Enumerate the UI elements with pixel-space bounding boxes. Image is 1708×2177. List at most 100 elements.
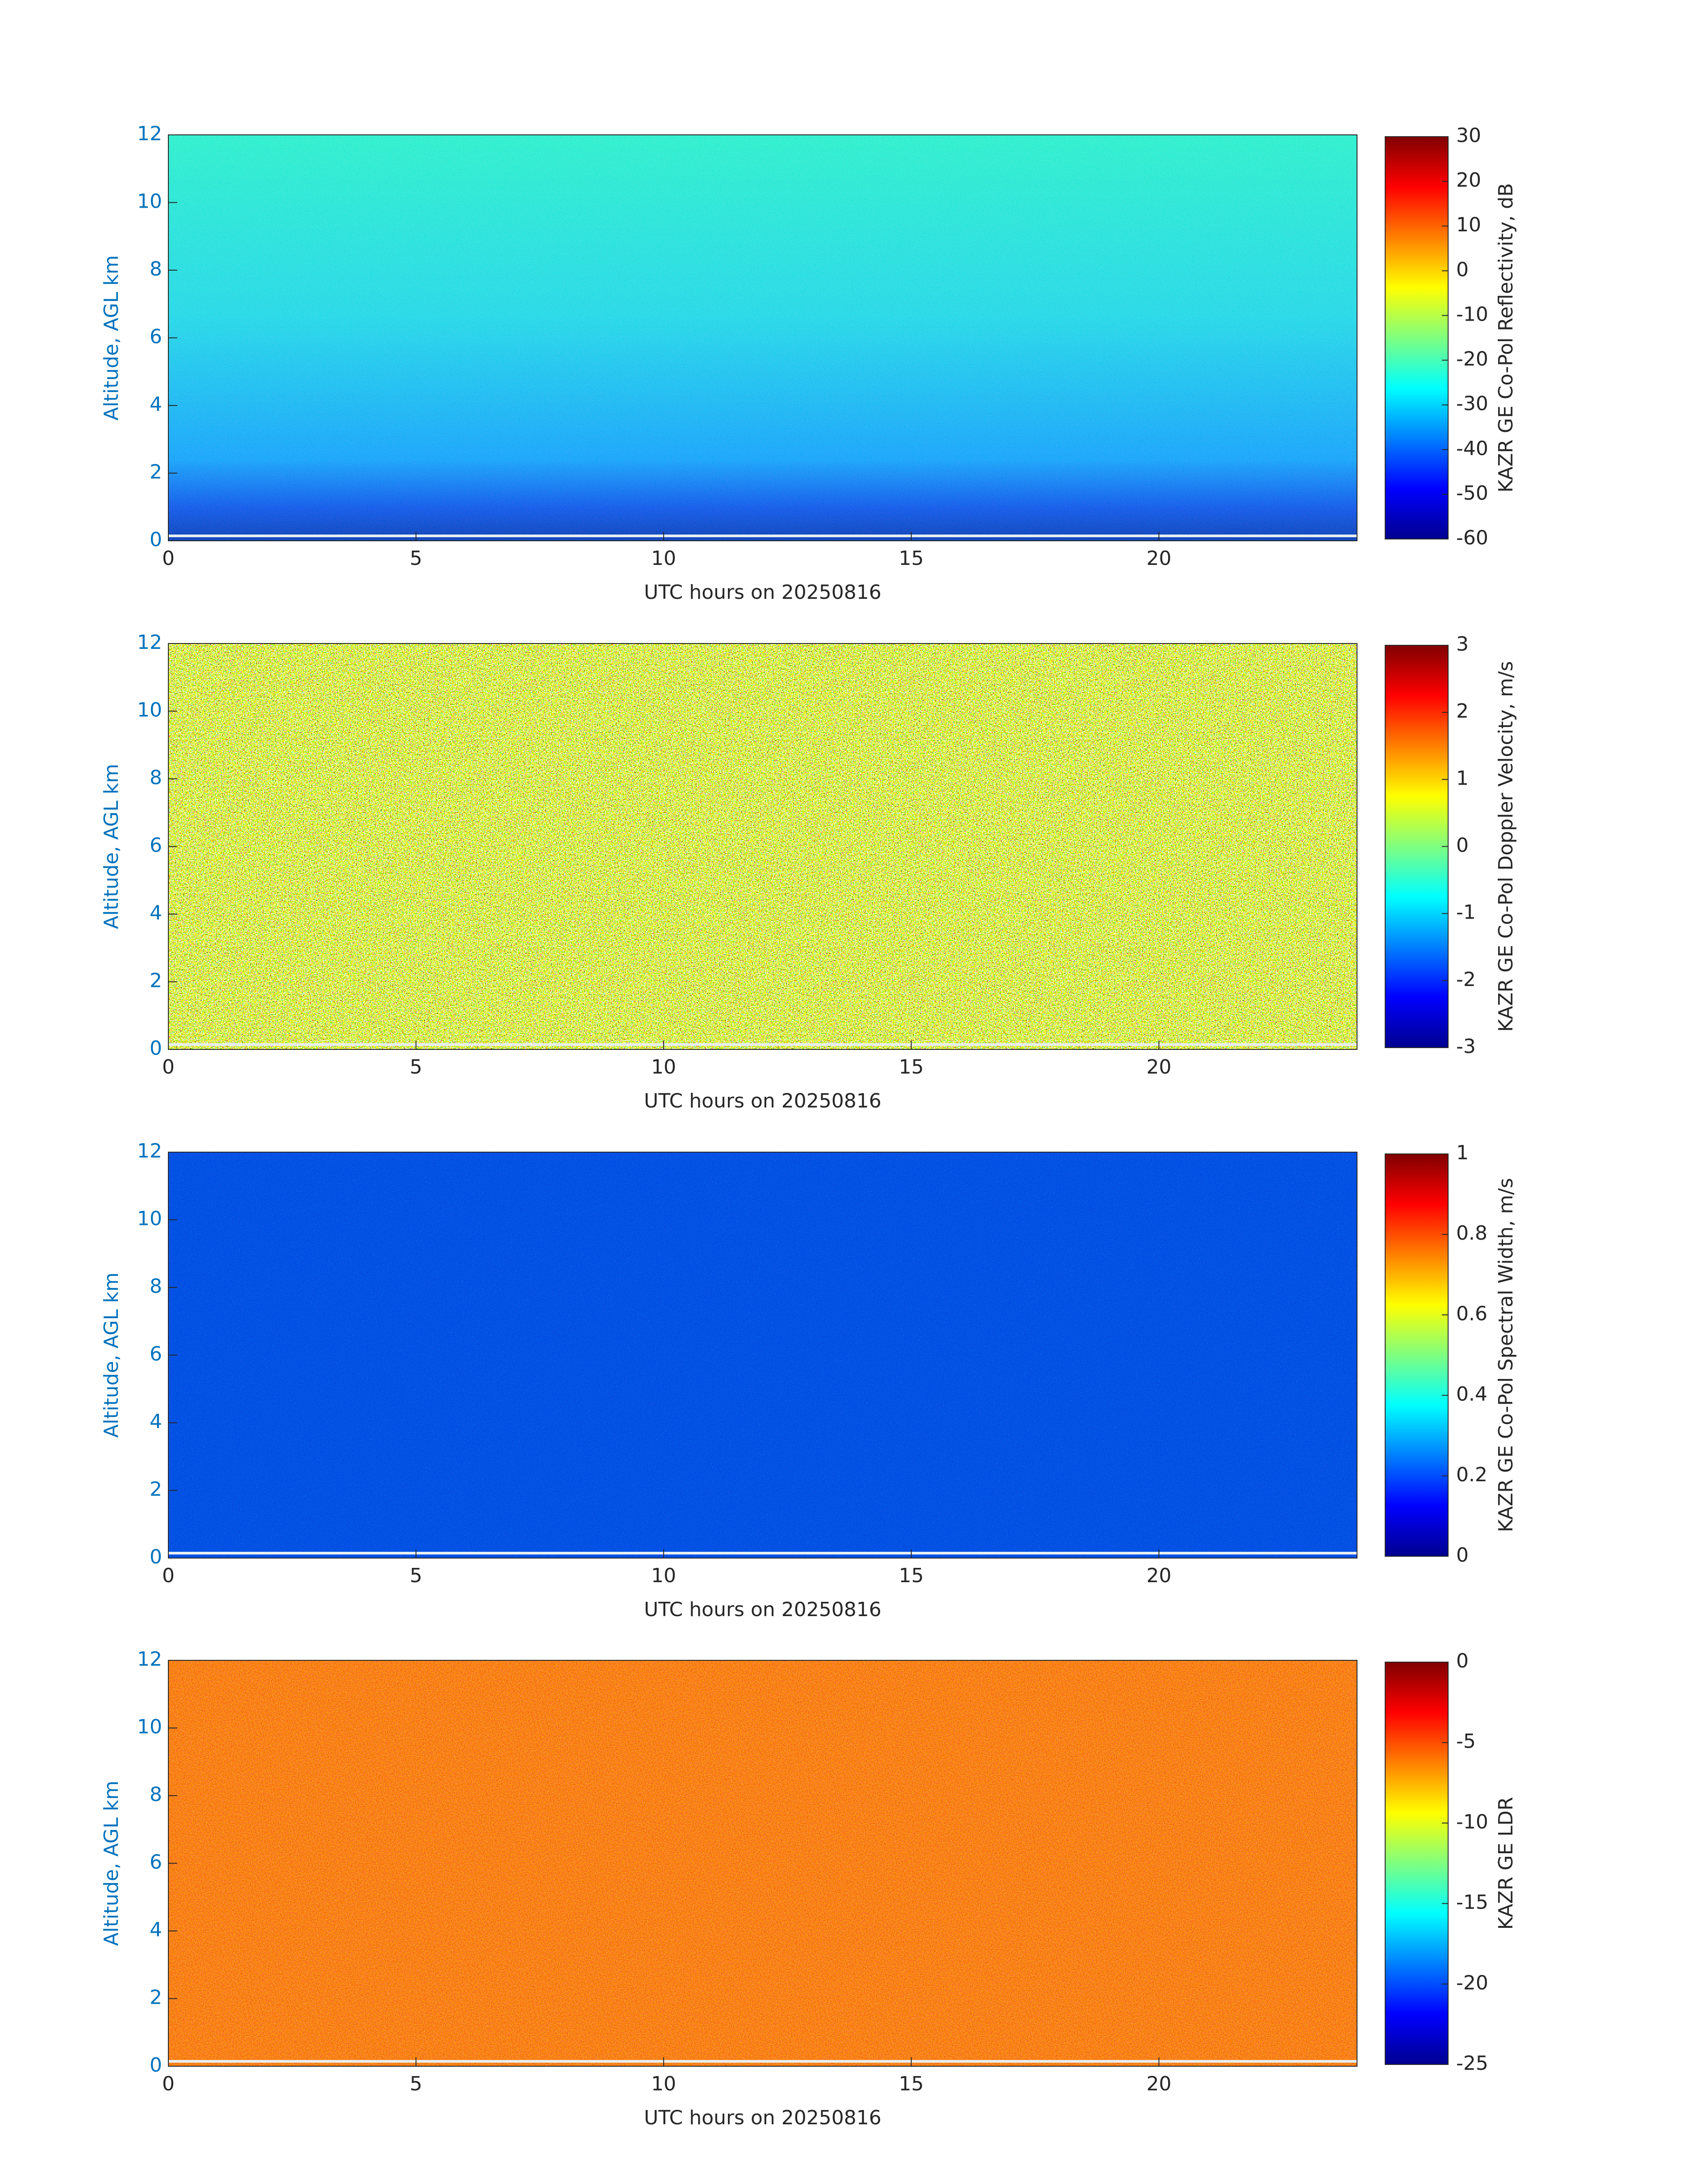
x-tick-label: 5 (410, 1056, 422, 1078)
y-tick-label: 4 (150, 393, 162, 416)
x-tick-label: 5 (410, 1564, 422, 1587)
colorbar-tick-label: -30 (1456, 393, 1488, 415)
x-axis-label: UTC hours on 20250816 (644, 1598, 881, 1621)
surface-strip (168, 2060, 1357, 2063)
x-tick-label: 10 (651, 1056, 676, 1078)
y-tick-label: 2 (150, 1986, 162, 2009)
colorbar-tick-label: 1 (1456, 767, 1469, 790)
y-tick-label: 6 (150, 326, 162, 348)
y-tick-label: 0 (150, 2054, 162, 2077)
surface-strip (168, 1552, 1357, 1554)
heatmap-noise (168, 135, 1357, 541)
y-tick-label: 10 (137, 190, 162, 213)
colorbar-tick-label: -20 (1456, 348, 1488, 371)
colorbar-label: KAZR GE Co-Pol Reflectivity, dB (1495, 183, 1517, 493)
colorbar-tick-label: -2 (1456, 968, 1476, 991)
y-tick-label: 6 (150, 834, 162, 857)
colorbar-tick-label: 20 (1456, 169, 1481, 192)
y-axis-label: Altitude, AGL km (100, 255, 123, 420)
y-tick-label: 4 (150, 1918, 162, 1941)
y-tick-label: 8 (150, 1275, 162, 1298)
x-tick-label: 20 (1146, 2073, 1171, 2095)
x-tick-label: 10 (651, 2073, 676, 2095)
x-tick-label: 20 (1146, 547, 1171, 570)
y-tick-label: 6 (150, 1343, 162, 1366)
y-axis-label: Altitude, AGL km (100, 764, 123, 929)
x-tick-label: 20 (1146, 1056, 1171, 1078)
x-tick-label: 5 (410, 2073, 422, 2095)
y-tick-label: 2 (150, 461, 162, 484)
colorbar-tick-label: 0.4 (1456, 1383, 1487, 1406)
colorbar-tick-label: 0.2 (1456, 1463, 1487, 1486)
colorbar-tick-label: -10 (1456, 1810, 1488, 1833)
surface-strip (168, 535, 1357, 537)
x-tick-label: 15 (899, 2073, 924, 2095)
colorbar-label: KAZR GE Co-Pol Doppler Velocity, m/s (1495, 661, 1517, 1032)
y-tick-label: 4 (150, 1410, 162, 1433)
y-tick-label: 8 (150, 1783, 162, 1806)
x-tick-label: 0 (162, 1056, 175, 1078)
x-tick-label: 10 (651, 547, 676, 570)
colorbar-tick-label: 0.8 (1456, 1222, 1487, 1245)
colorbar-tick-label: -10 (1456, 303, 1488, 326)
panel: 0 5 10 15 20 0 2 4 6 8 10 12 UTC hours on 20250816 Al… (100, 1648, 1517, 2129)
heatmap-noise (168, 1152, 1357, 1558)
y-tick-label: 12 (137, 631, 162, 654)
colorbar-label: KAZR GE LDR (1495, 1797, 1517, 1930)
colorbar-tick-label: 2 (1456, 700, 1469, 723)
x-tick-label: 15 (899, 1056, 924, 1078)
colorbar-tick-label: -50 (1456, 482, 1488, 505)
x-tick-label: 15 (899, 547, 924, 570)
y-tick-label: 6 (150, 1851, 162, 1874)
x-tick-label: 10 (651, 1564, 676, 1587)
y-axis-label: Altitude, AGL km (100, 1780, 123, 1946)
x-axis-label: UTC hours on 20250816 (644, 2106, 881, 2129)
colorbar (1385, 645, 1449, 1048)
x-tick-label: 0 (162, 1564, 175, 1587)
colorbar-tick-label: 0 (1456, 1544, 1469, 1567)
colorbar-tick-label: 30 (1456, 124, 1481, 147)
colorbar-tick-label: -5 (1456, 1730, 1476, 1753)
y-tick-label: 0 (150, 528, 162, 551)
colorbar-tick-label: -25 (1456, 2052, 1488, 2075)
y-tick-label: 4 (150, 902, 162, 924)
colorbar-tick-label: -40 (1456, 437, 1488, 460)
y-tick-label: 8 (150, 766, 162, 789)
colorbar-tick-label: -15 (1456, 1891, 1488, 1914)
y-tick-label: 12 (137, 122, 162, 145)
y-tick-label: 10 (137, 1208, 162, 1230)
colorbar-tick-label: 1 (1456, 1141, 1469, 1164)
y-tick-label: 2 (150, 969, 162, 992)
colorbar-tick-label: 0 (1456, 258, 1469, 281)
y-tick-label: 10 (137, 699, 162, 722)
heatmap-noise (168, 643, 1357, 1049)
surface-strip (168, 1043, 1357, 1046)
colorbar-tick-label: 3 (1456, 633, 1469, 656)
colorbar-tick-label: 0 (1456, 834, 1469, 857)
x-axis-label: UTC hours on 20250816 (644, 1090, 881, 1112)
colorbar-tick-label: -3 (1456, 1035, 1476, 1058)
x-axis-label: UTC hours on 20250816 (644, 581, 881, 604)
x-tick-label: 0 (162, 547, 175, 570)
colorbar-tick-label: 10 (1456, 213, 1481, 236)
y-tick-label: 12 (137, 1648, 162, 1671)
x-tick-label: 0 (162, 2073, 175, 2095)
colorbar-tick-label: -60 (1456, 526, 1488, 549)
colorbar-tick-label: -20 (1456, 1972, 1488, 1994)
y-tick-label: 0 (150, 1546, 162, 1568)
y-tick-label: 10 (137, 1716, 162, 1738)
colorbar-label: KAZR GE Co-Pol Spectral Width, m/s (1495, 1178, 1517, 1532)
x-tick-label: 15 (899, 1564, 924, 1587)
colorbar (1385, 136, 1449, 539)
y-tick-label: 8 (150, 258, 162, 280)
colorbar-tick-label: 0 (1456, 1650, 1469, 1672)
y-tick-label: 12 (137, 1140, 162, 1162)
y-axis-label: Altitude, AGL km (100, 1272, 123, 1437)
colorbar (1385, 1153, 1449, 1557)
x-tick-label: 20 (1146, 1564, 1171, 1587)
y-tick-label: 0 (150, 1037, 162, 1060)
colorbar (1385, 1662, 1449, 2065)
